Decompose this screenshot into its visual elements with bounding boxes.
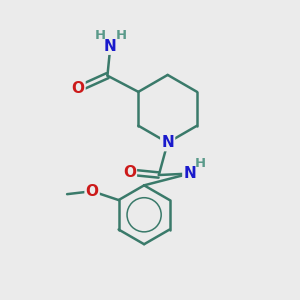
Text: N: N xyxy=(161,135,174,150)
Text: N: N xyxy=(104,39,117,54)
Text: H: H xyxy=(194,157,206,170)
Text: H: H xyxy=(94,28,106,41)
Text: N: N xyxy=(183,166,196,181)
Text: H: H xyxy=(116,28,127,41)
Text: O: O xyxy=(123,165,136,180)
Text: O: O xyxy=(71,81,85,96)
Text: O: O xyxy=(85,184,99,199)
